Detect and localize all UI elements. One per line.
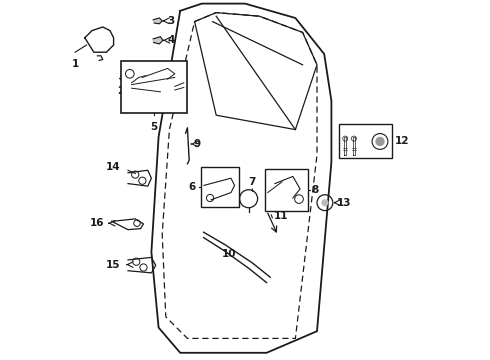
FancyBboxPatch shape — [201, 167, 239, 207]
Polygon shape — [153, 18, 162, 24]
Text: 4: 4 — [168, 35, 175, 45]
FancyBboxPatch shape — [339, 124, 392, 158]
Text: 14: 14 — [106, 162, 121, 172]
Text: 2: 2 — [117, 86, 124, 96]
Text: 1: 1 — [72, 59, 79, 69]
Text: 6: 6 — [188, 182, 196, 192]
Text: 12: 12 — [395, 136, 409, 147]
Text: 3: 3 — [168, 16, 175, 26]
Polygon shape — [153, 37, 163, 44]
Text: 9: 9 — [194, 139, 201, 149]
Text: 11: 11 — [274, 211, 288, 221]
Text: 15: 15 — [106, 260, 121, 270]
Circle shape — [321, 199, 328, 206]
Text: 8: 8 — [312, 185, 319, 195]
Text: 16: 16 — [89, 218, 104, 228]
Text: 13: 13 — [337, 198, 351, 208]
Text: 10: 10 — [221, 249, 236, 259]
Text: 7: 7 — [248, 177, 256, 187]
Circle shape — [375, 137, 385, 146]
Text: 5: 5 — [150, 122, 158, 132]
FancyBboxPatch shape — [265, 169, 308, 211]
FancyBboxPatch shape — [121, 61, 187, 113]
